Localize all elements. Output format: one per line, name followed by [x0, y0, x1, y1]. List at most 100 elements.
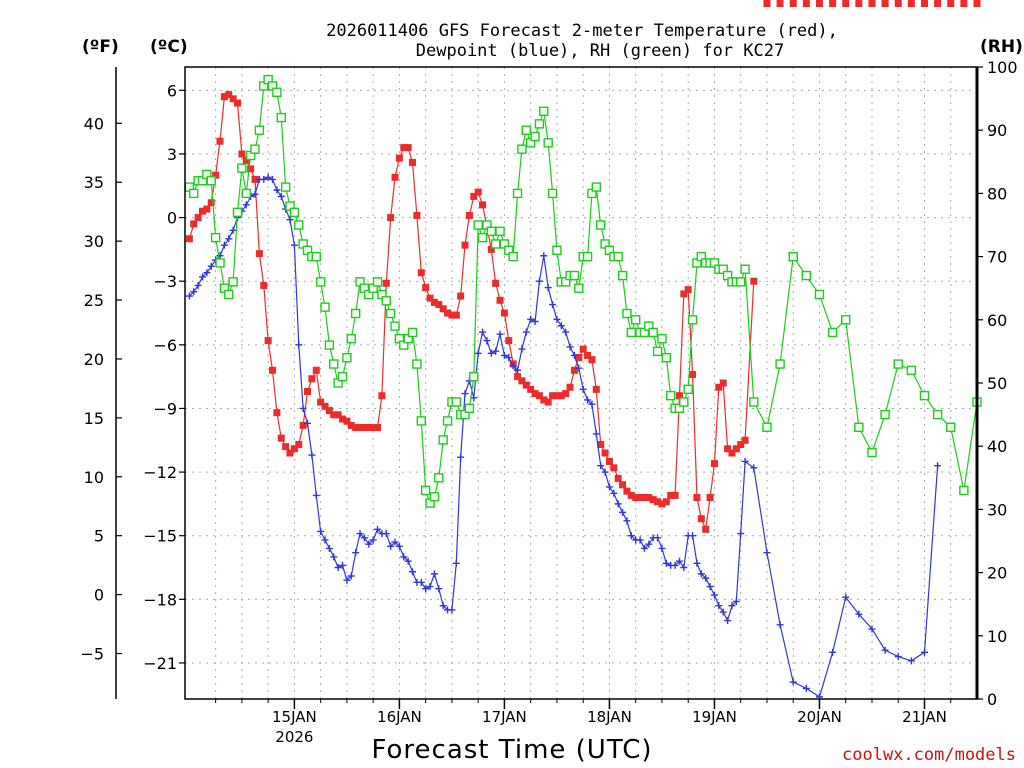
dewpoint-point	[640, 544, 648, 552]
fahrenheit-tick-label: 0	[94, 586, 104, 605]
temperature-point	[409, 158, 417, 166]
dewpoint-point	[697, 570, 705, 578]
dewpoint-point	[706, 583, 714, 591]
dewpoint-point	[894, 653, 902, 661]
temperature-point	[684, 286, 692, 294]
dewpoint-point	[242, 201, 250, 209]
dewpoint-point	[544, 284, 552, 292]
fahrenheit-tick-label: 35	[84, 173, 104, 192]
dewpoint-point	[553, 315, 561, 323]
rh-point	[372, 277, 383, 287]
fahrenheit-tick-label: 30	[84, 232, 104, 251]
temperature-point	[706, 494, 714, 502]
rh-point	[867, 447, 877, 458]
dewpoint-point	[549, 301, 557, 309]
dewpoint-point	[185, 292, 193, 300]
dewpoint-point	[334, 564, 342, 572]
dewpoint-point	[763, 549, 771, 557]
dewpoint-point	[492, 347, 500, 355]
temperature-point	[334, 411, 342, 419]
temperature-point	[352, 424, 360, 432]
temperature-point	[671, 491, 679, 499]
temperature-point	[290, 445, 298, 453]
dewpoint-point	[356, 530, 364, 538]
rh-point	[762, 422, 772, 432]
rh-tick-label: 40	[987, 437, 1007, 456]
rh-point	[652, 346, 663, 357]
dewpoint-point	[220, 241, 228, 249]
rh-point	[841, 315, 851, 325]
rh-point	[385, 308, 396, 319]
date-tick-label: 18JAN	[587, 708, 632, 726]
temperature-point	[505, 337, 513, 345]
rh-point	[508, 251, 518, 262]
temperature-point	[544, 398, 552, 406]
rh-point	[679, 397, 689, 407]
rh-point	[420, 485, 431, 496]
rh-point	[189, 188, 199, 199]
temperature-point	[907, 0, 915, 7]
temperature-point	[881, 0, 889, 7]
celsius-tick-label: −6	[153, 336, 177, 355]
rh-point	[442, 416, 453, 426]
fahrenheit-tick-label: 10	[84, 468, 104, 487]
temperature-point	[308, 375, 316, 383]
rh-point	[228, 277, 238, 287]
temperature-point	[640, 494, 648, 502]
temperature-point	[680, 290, 688, 298]
rh-point	[574, 283, 584, 293]
temperature-point	[395, 154, 403, 162]
rh-point	[350, 308, 361, 319]
rh-point	[311, 251, 321, 262]
temperature-point	[465, 211, 473, 219]
dewpoint-point	[689, 532, 697, 540]
plot-frame	[184, 66, 978, 700]
dewpoint-point	[562, 328, 570, 336]
dewpoint-point	[435, 585, 443, 593]
dewpoint-point	[737, 530, 745, 538]
rh-point	[534, 119, 545, 129]
rh-point	[666, 390, 676, 401]
rh-point	[237, 163, 247, 173]
dewpoint-point	[732, 597, 740, 605]
dewpoint-point	[776, 621, 784, 629]
fahrenheit-tick-label: 40	[84, 114, 104, 133]
rh-point	[250, 144, 260, 154]
credit-text: coolwx.com/models	[842, 745, 1016, 765]
rh-point	[434, 473, 444, 483]
rh-point	[416, 416, 426, 426]
celsius-tick-label: 0	[167, 209, 177, 228]
temperature-point	[216, 137, 224, 145]
dewpoint-point	[352, 549, 360, 557]
rh-point	[530, 131, 540, 142]
rh-point	[210, 232, 221, 243]
temperature-point	[789, 0, 797, 7]
temperature-point	[737, 441, 745, 449]
temperature-point	[763, 0, 771, 7]
dewpoint-point	[264, 173, 272, 181]
temperature-point	[203, 205, 211, 213]
rh-point	[329, 359, 339, 369]
dewpoint-point	[654, 534, 662, 542]
temperature-point	[855, 0, 863, 7]
temperature-point	[461, 241, 469, 249]
rh-point	[749, 397, 759, 407]
temperature-point	[597, 441, 605, 449]
rh-point	[477, 232, 488, 243]
dewpoint-point	[535, 277, 543, 285]
dewpoint-point	[374, 525, 382, 533]
temperature-point	[387, 214, 395, 222]
temperature-point	[728, 449, 736, 457]
dewpoint-point	[605, 483, 613, 491]
rh-point	[893, 359, 903, 369]
rh-point	[294, 220, 304, 230]
rh-point	[342, 353, 352, 363]
dewpoint-point	[527, 315, 535, 323]
temperature-point	[479, 201, 487, 209]
dewpoint-point	[229, 226, 237, 234]
rh-point	[622, 308, 632, 319]
dewpoint-point	[343, 576, 351, 584]
date-tick-label: 17JAN	[482, 708, 527, 726]
celsius-tick-label: 6	[167, 81, 177, 100]
dewpoint-point	[295, 341, 303, 349]
